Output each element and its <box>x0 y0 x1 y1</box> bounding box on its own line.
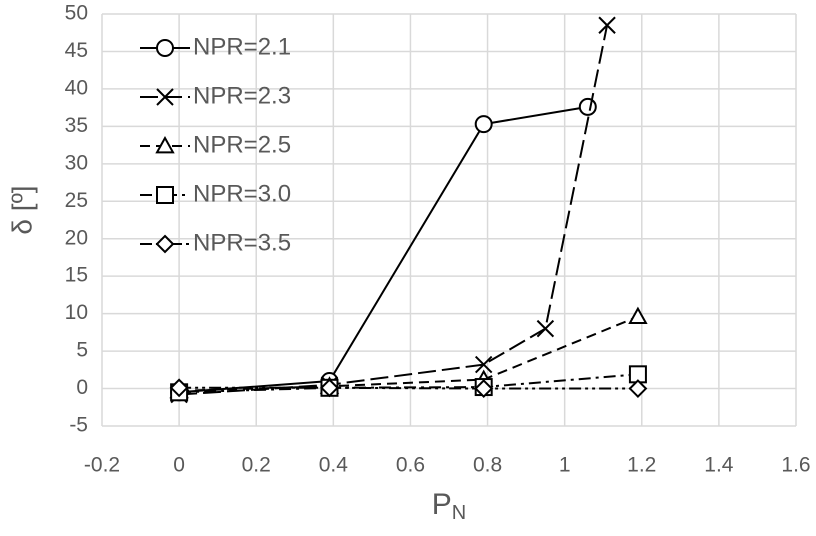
legend-label: NPR=2.3 <box>193 82 291 109</box>
y-tick-label: 20 <box>65 226 88 249</box>
marker <box>320 378 339 398</box>
x-tick-label: 0.2 <box>242 454 271 477</box>
marker <box>474 355 493 374</box>
x-tick-label: 0.4 <box>319 454 349 477</box>
marker <box>155 234 175 254</box>
marker <box>536 319 555 338</box>
x-tick-label: 0.6 <box>396 454 425 477</box>
x-axis-label-sub: N <box>452 502 466 524</box>
grid <box>101 13 797 427</box>
x-tick-label: 0 <box>173 454 185 477</box>
x-tick-label: 0.8 <box>473 454 502 477</box>
series-line <box>179 105 588 394</box>
x-axis-label-main: P <box>432 488 452 521</box>
x-tick-label: 1.2 <box>627 454 656 477</box>
marker <box>474 379 494 398</box>
legend-label: NPR=3.5 <box>193 229 291 256</box>
marker <box>156 39 174 57</box>
y-tick-label: 10 <box>65 301 88 324</box>
x-tick-label: 1.4 <box>704 454 734 477</box>
marker <box>156 88 174 106</box>
y-tick-label: 25 <box>65 189 88 212</box>
y-tick-label: 0 <box>76 376 88 399</box>
x-tick-label: -0.2 <box>84 454 120 477</box>
marker <box>169 378 189 398</box>
marker <box>598 16 616 34</box>
marker <box>155 135 175 154</box>
marker <box>628 379 648 398</box>
series <box>169 306 648 399</box>
y-tick-label: 50 <box>65 2 88 25</box>
x-axis-label: PN <box>432 488 466 524</box>
y-tick-label: 35 <box>65 114 88 137</box>
x-tick-label: 1 <box>559 454 571 477</box>
y-tick-label: 15 <box>65 264 88 287</box>
marker <box>578 97 597 116</box>
x-tick-label: 1.6 <box>781 454 810 477</box>
y-tick-label: 30 <box>65 151 88 174</box>
marker <box>156 186 174 204</box>
series-line <box>179 386 638 390</box>
legend-label: NPR=2.5 <box>193 131 291 158</box>
legend: NPR=2.1 NPR=2.3 NPR=2.5 NPR=3.0 NPR=3.5 <box>140 33 291 256</box>
legend-label: NPR=2.1 <box>193 33 291 60</box>
legend-label: NPR=3.0 <box>193 180 291 207</box>
y-axis-label: δ [º] <box>6 185 37 234</box>
marker <box>628 306 648 325</box>
y-tick-label: 40 <box>65 76 88 99</box>
series <box>170 16 616 404</box>
series-line <box>179 315 639 392</box>
series <box>169 378 648 398</box>
y-tick-label: -5 <box>69 414 88 437</box>
y-tick-label: 45 <box>65 39 88 62</box>
marker <box>474 115 493 134</box>
series-line <box>179 25 609 396</box>
y-tick-label: 5 <box>76 339 88 362</box>
